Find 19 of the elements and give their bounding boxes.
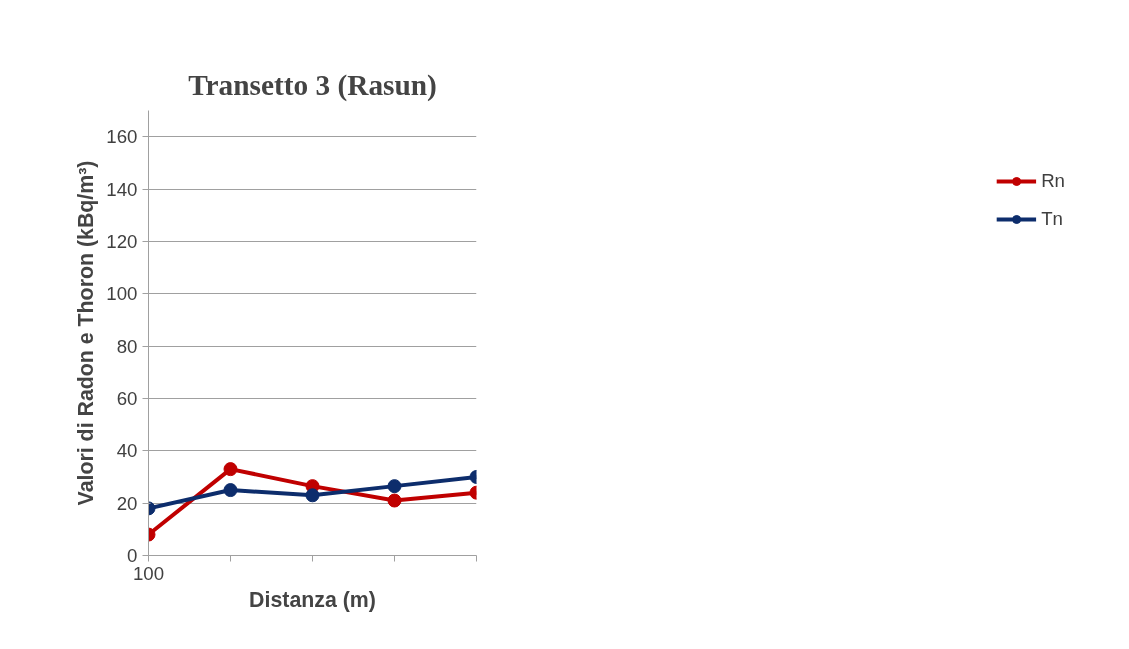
y-axis-title: Valori di Radon e Thoron (kBq/m³) — [74, 160, 99, 506]
point — [223, 462, 238, 477]
y-tick-label: 60 — [116, 387, 138, 409]
chart-title: Transetto 3 (Rasun) — [188, 68, 437, 102]
y-tick-label: 40 — [116, 440, 138, 462]
legend-label: Tn — [1041, 208, 1063, 230]
y-tick-label: 100 — [106, 283, 138, 305]
point — [387, 479, 402, 494]
y-tick-label: 140 — [106, 178, 138, 200]
y-tick-label: 160 — [106, 126, 138, 148]
legend-label: Rn — [1041, 170, 1065, 192]
x-axis-title: Distanza (m) — [249, 587, 376, 612]
y-tick-label: 120 — [106, 230, 138, 252]
y-tick-label: 80 — [116, 335, 138, 357]
point — [387, 493, 402, 508]
y-tick-label: 20 — [116, 492, 138, 514]
point — [305, 488, 320, 503]
point — [223, 483, 238, 498]
y-tick-label: 0 — [127, 545, 138, 566]
